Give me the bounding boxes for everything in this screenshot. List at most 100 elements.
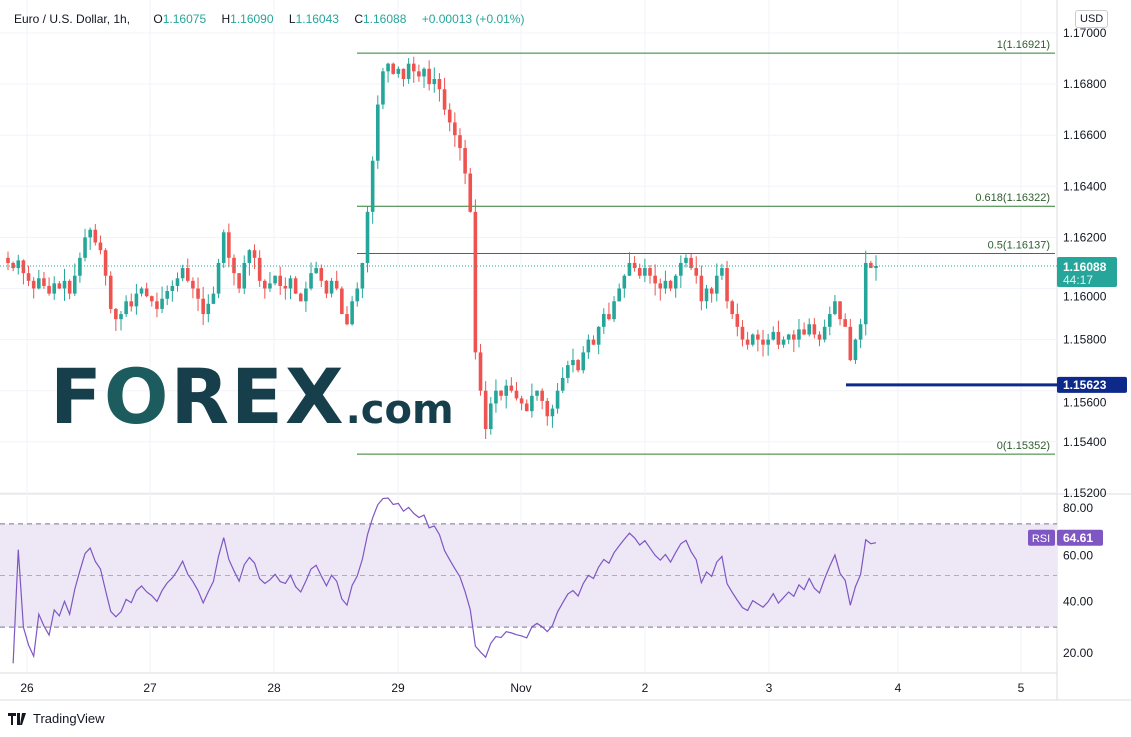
candle-body: [530, 395, 534, 412]
candle-body: [581, 352, 586, 371]
candle-body: [278, 275, 283, 286]
candle-body: [263, 280, 267, 289]
candle-body: [26, 273, 31, 281]
candle-body: [869, 262, 873, 269]
fib-level-label: 0.5(1.16137): [988, 239, 1050, 251]
candle-body: [745, 339, 750, 345]
candle-body: [268, 283, 272, 289]
candle-body: [93, 229, 98, 243]
candle-body: [309, 273, 313, 289]
forex-logo-watermark: FOREX.com: [50, 352, 454, 441]
candle-body: [365, 211, 370, 263]
candle-body: [257, 257, 262, 281]
candle-body: [822, 326, 827, 340]
candle-body: [447, 109, 452, 123]
candle-body: [730, 301, 734, 315]
price-tick-label: 1.16600: [1063, 128, 1107, 142]
candle-body: [175, 278, 180, 286]
candle-body: [422, 68, 426, 77]
candle-body: [247, 250, 252, 263]
legend-header: Euro / U.S. Dollar, 1h, O1.16075 H1.1609…: [14, 12, 530, 26]
candle-body: [293, 278, 298, 294]
candle-body: [11, 262, 15, 269]
last-price-tag: [1057, 257, 1117, 288]
candle-body: [314, 268, 318, 274]
candle-body: [617, 288, 621, 302]
candle-body: [334, 280, 339, 289]
candle-body: [524, 403, 529, 412]
high-label: H: [221, 12, 231, 26]
candle-body: [792, 334, 796, 340]
countdown-label: 44:17: [1063, 273, 1093, 287]
currency-button[interactable]: USD: [1075, 10, 1109, 28]
candle-body: [31, 280, 36, 289]
candle-body: [437, 78, 442, 90]
candle-body: [298, 293, 303, 302]
candle-body: [345, 314, 349, 325]
rsi-band: [0, 523, 1057, 628]
candle-body: [807, 324, 812, 335]
candle-body: [668, 280, 673, 289]
candle-body: [571, 360, 575, 366]
candle-body: [555, 390, 560, 409]
candle-body: [83, 237, 87, 258]
candle-body: [699, 275, 704, 302]
time-tick-label: 2: [642, 681, 649, 695]
candle-body: [232, 257, 236, 274]
time-tick-label: 28: [267, 681, 281, 695]
candle-body: [88, 229, 92, 238]
time-tick-label: 5: [1018, 681, 1025, 695]
candle-body: [663, 280, 668, 289]
candle-body: [658, 283, 663, 289]
candle-body: [67, 280, 72, 294]
rsi-tick-label: 60.00: [1063, 549, 1093, 563]
candle-body: [607, 314, 611, 320]
change-value: +0.00013 (+0.01%): [421, 12, 525, 26]
rsi-value-label: 64.61: [1063, 531, 1093, 545]
candle-body: [488, 403, 493, 430]
candle-body: [170, 285, 175, 292]
last-price-label: 1.16088: [1063, 260, 1107, 274]
candle-body: [673, 275, 678, 289]
candle-body: [545, 400, 550, 417]
candle-body: [57, 283, 62, 289]
candle-body: [319, 268, 324, 281]
candle-body: [612, 301, 616, 320]
candle-body: [689, 257, 693, 269]
candle-body: [201, 298, 205, 315]
candle-body: [550, 408, 555, 417]
candle-body: [216, 262, 221, 294]
candle-body: [391, 63, 396, 74]
candle-body: [514, 390, 519, 399]
candle-body: [622, 275, 627, 289]
candle-body: [144, 288, 149, 297]
candle-body: [643, 268, 647, 276]
candle-body: [442, 89, 447, 110]
candle-body: [37, 278, 41, 289]
candle-body: [411, 63, 416, 72]
candle-body: [252, 250, 257, 258]
tradingview-branding[interactable]: TradingView: [8, 711, 105, 726]
candle-body: [458, 135, 462, 148]
candle-body: [370, 160, 375, 212]
candle-body: [838, 301, 842, 320]
price-tick-label: 1.16800: [1063, 77, 1107, 91]
candle-body: [853, 339, 858, 361]
candle-body: [483, 390, 488, 430]
candle-body: [16, 260, 21, 269]
candle-body: [221, 232, 226, 263]
candle-body: [227, 232, 231, 258]
candle-body: [191, 280, 195, 289]
rsi-label-tag: [1028, 529, 1055, 546]
low-value: 1.16043: [295, 12, 339, 26]
candle-body: [766, 339, 770, 345]
candle-body: [473, 211, 478, 353]
open-value: 1.16075: [162, 12, 207, 26]
candle-body: [134, 293, 139, 307]
candle-body: [756, 334, 760, 340]
price-tick-label: 1.16200: [1063, 230, 1107, 244]
candle-body: [704, 288, 709, 302]
price-tick-label: 1.17000: [1063, 26, 1107, 40]
